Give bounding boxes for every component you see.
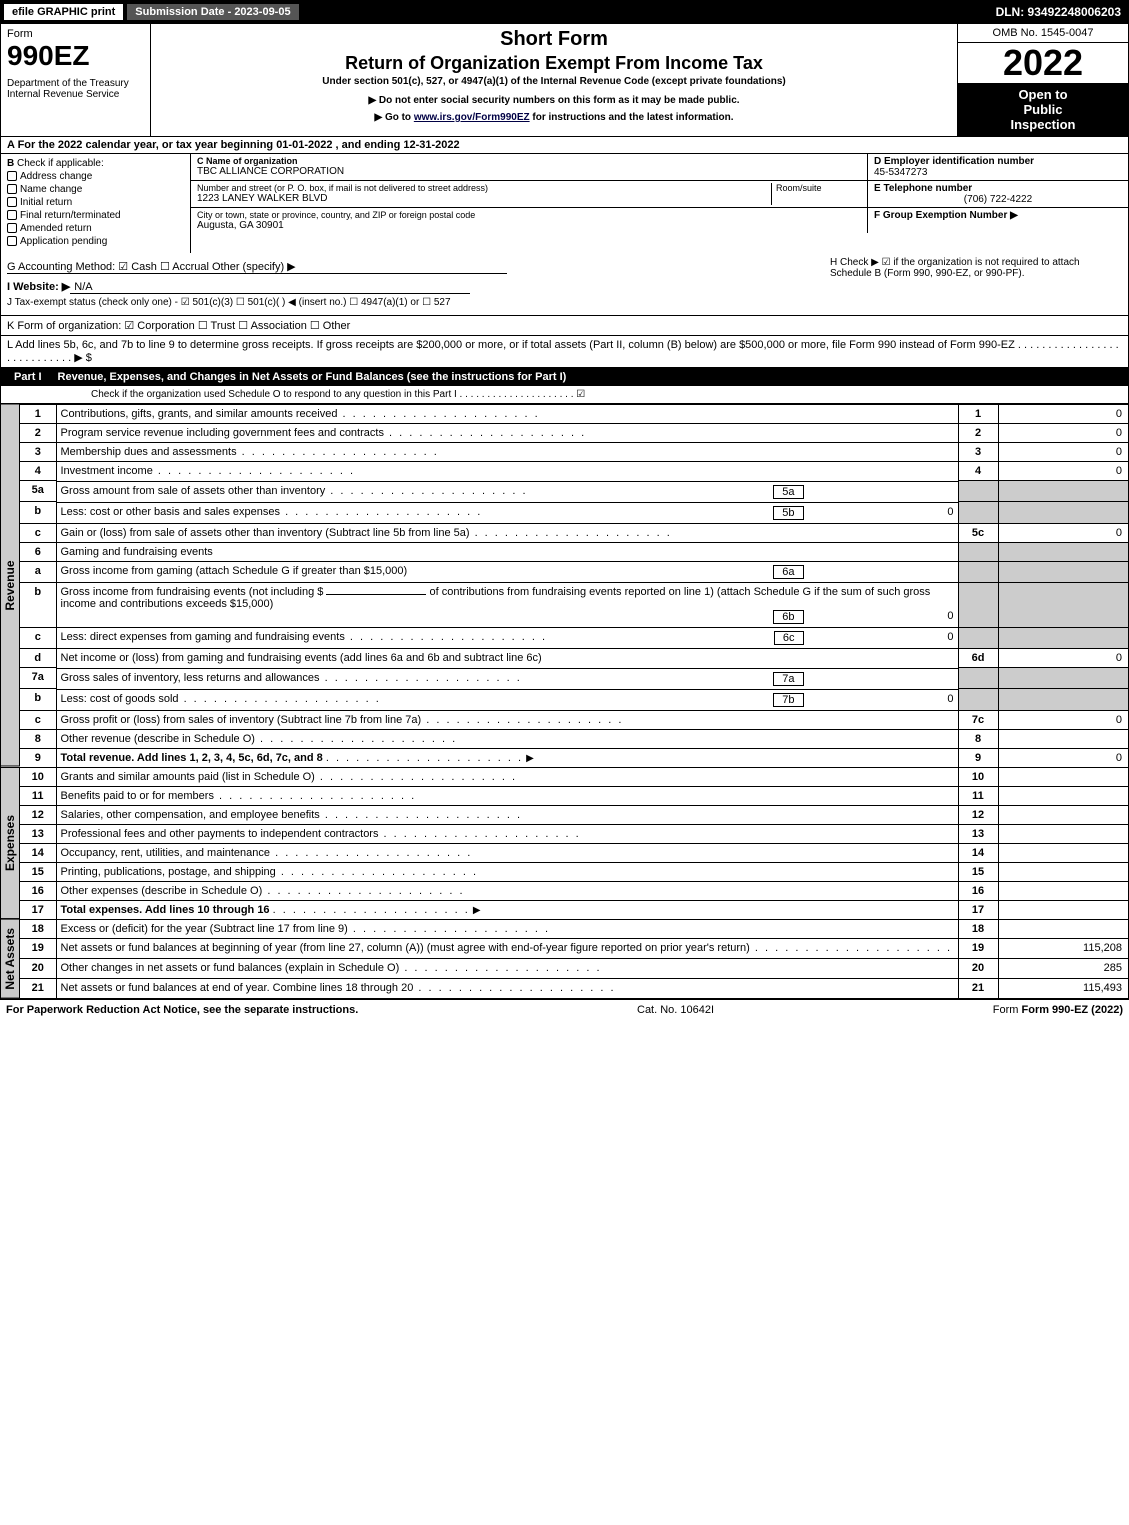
row-7b: bLess: cost of goods sold7b0 xyxy=(20,689,1128,711)
row-20: 20Other changes in net assets or fund ba… xyxy=(20,959,1128,979)
check-name-change[interactable]: Name change xyxy=(7,184,184,195)
row-18: 18Excess or (deficit) for the year (Subt… xyxy=(20,919,1128,939)
revenue-tab: Revenue xyxy=(1,404,20,767)
expenses-tab: Expenses xyxy=(1,767,20,919)
row-4: 4Investment income40 xyxy=(20,462,1128,481)
b-text: Check if applicable: xyxy=(17,158,104,169)
form-footer-label: Form Form 990-EZ (2022) xyxy=(993,1004,1123,1016)
row-5c: cGain or (loss) from sale of assets othe… xyxy=(20,523,1128,542)
row-6a: aGross income from gaming (attach Schedu… xyxy=(20,561,1128,583)
paperwork-notice: For Paperwork Reduction Act Notice, see … xyxy=(6,1004,358,1016)
c-label: C Name of organization xyxy=(197,156,298,166)
row-19: 19Net assets or fund balances at beginni… xyxy=(20,939,1128,959)
part-1-header: Part I Revenue, Expenses, and Changes in… xyxy=(0,368,1129,386)
dln-label: DLN: 93492248006203 xyxy=(996,5,1125,19)
row-9: 9Total revenue. Add lines 1, 2, 3, 4, 5c… xyxy=(20,748,1128,767)
b-letter: B xyxy=(7,158,14,169)
subtitle: Under section 501(c), 527, or 4947(a)(1)… xyxy=(155,76,953,87)
net-assets-tab: Net Assets xyxy=(1,919,20,999)
row-8: 8Other revenue (describe in Schedule O)8 xyxy=(20,729,1128,748)
part-1-title: Revenue, Expenses, and Changes in Net As… xyxy=(58,371,1123,383)
form-number: 990EZ xyxy=(7,40,144,72)
form-word: Form xyxy=(7,28,144,40)
website-value: N/A xyxy=(70,281,470,294)
efile-print-button[interactable]: efile GRAPHIC print xyxy=(4,4,123,20)
line-l-gross-receipts: L Add lines 5b, 6c, and 7b to line 9 to … xyxy=(0,336,1129,368)
telephone-value: (706) 722-4222 xyxy=(874,194,1122,205)
open-to-public: Open to Public Inspection xyxy=(958,83,1128,136)
org-name: TBC ALLIANCE CORPORATION xyxy=(197,166,861,177)
irs-link[interactable]: www.irs.gov/Form990EZ xyxy=(414,112,530,123)
row-16: 16Other expenses (describe in Schedule O… xyxy=(20,881,1128,900)
row-5b: bLess: cost or other basis and sales exp… xyxy=(20,502,1128,524)
row-12: 12Salaries, other compensation, and empl… xyxy=(20,805,1128,824)
section-ghij: G Accounting Method: ☑ Cash ☐ Accrual Ot… xyxy=(0,253,1129,316)
line-h-schedule-b: H Check ▶ ☑ if the organization is not r… xyxy=(822,257,1122,311)
line-k-form-org: K Form of organization: ☑ Corporation ☐ … xyxy=(0,316,1129,336)
row-17: 17Total expenses. Add lines 10 through 1… xyxy=(20,900,1128,919)
row-6b: bGross income from fundraising events (n… xyxy=(20,583,1128,628)
instructions-line: ▶ Go to www.irs.gov/Form990EZ for instru… xyxy=(155,112,953,123)
city-label: City or town, state or province, country… xyxy=(197,210,861,220)
row-6d: dNet income or (loss) from gaming and fu… xyxy=(20,649,1128,668)
open-line2: Public xyxy=(962,102,1124,117)
ssn-warning: ▶ Do not enter social security numbers o… xyxy=(155,95,953,106)
revenue-section: Revenue 1Contributions, gifts, grants, a… xyxy=(0,404,1129,767)
check-address-change[interactable]: Address change xyxy=(7,171,184,182)
title-short-form: Short Form xyxy=(155,28,953,51)
department-label: Department of the Treasury Internal Reve… xyxy=(7,78,144,100)
expenses-section: Expenses 10Grants and similar amounts pa… xyxy=(0,767,1129,919)
row-14: 14Occupancy, rent, utilities, and mainte… xyxy=(20,843,1128,862)
room-suite-label: Room/suite xyxy=(771,183,861,205)
row-7a: 7aGross sales of inventory, less returns… xyxy=(20,668,1128,689)
row-11: 11Benefits paid to or for members11 xyxy=(20,786,1128,805)
open-line1: Open to xyxy=(962,87,1124,102)
check-amended-return[interactable]: Amended return xyxy=(7,223,184,234)
instr-suffix: for instructions and the latest informat… xyxy=(530,112,734,123)
row-6c: cLess: direct expenses from gaming and f… xyxy=(20,627,1128,649)
part-1-check-line: Check if the organization used Schedule … xyxy=(0,386,1129,404)
part-1-label: Part I xyxy=(6,371,50,383)
net-assets-section: Net Assets 18Excess or (deficit) for the… xyxy=(0,919,1129,1000)
top-bar: efile GRAPHIC print Submission Date - 20… xyxy=(0,0,1129,24)
d-label: D Employer identification number xyxy=(874,156,1034,167)
street-address: 1223 LANEY WALKER BLVD xyxy=(197,193,771,204)
ein-value: 45-5347273 xyxy=(874,167,927,178)
i-label: I Website: ▶ xyxy=(7,281,70,293)
row-5a: 5aGross amount from sale of assets other… xyxy=(20,481,1128,502)
check-application-pending[interactable]: Application pending xyxy=(7,236,184,247)
check-final-return[interactable]: Final return/terminated xyxy=(7,210,184,221)
title-return: Return of Organization Exempt From Incom… xyxy=(155,53,953,74)
row-21: 21Net assets or fund balances at end of … xyxy=(20,979,1128,998)
cat-number: Cat. No. 10642I xyxy=(637,1004,714,1016)
row-3: 3Membership dues and assessments30 xyxy=(20,443,1128,462)
f-label: F Group Exemption Number ▶ xyxy=(874,210,1018,221)
city-state-zip: Augusta, GA 30901 xyxy=(197,220,861,231)
section-b-cd: B Check if applicable: Address change Na… xyxy=(0,154,1129,253)
instr-prefix: ▶ Go to xyxy=(374,112,413,123)
row-1: 1Contributions, gifts, grants, and simil… xyxy=(20,405,1128,424)
omb-number: OMB No. 1545-0047 xyxy=(958,24,1128,43)
tax-year: 2022 xyxy=(958,43,1128,83)
check-initial-return[interactable]: Initial return xyxy=(7,197,184,208)
row-7c: cGross profit or (loss) from sales of in… xyxy=(20,710,1128,729)
form-header: Form 990EZ Department of the Treasury In… xyxy=(0,24,1129,137)
row-6: 6Gaming and fundraising events xyxy=(20,542,1128,561)
row-13: 13Professional fees and other payments t… xyxy=(20,824,1128,843)
row-10: 10Grants and similar amounts paid (list … xyxy=(20,767,1128,786)
e-label: E Telephone number xyxy=(874,183,972,194)
addr-label: Number and street (or P. O. box, if mail… xyxy=(197,183,771,193)
row-2: 2Program service revenue including gover… xyxy=(20,424,1128,443)
line-j-tax-exempt: J Tax-exempt status (check only one) - ☑… xyxy=(7,297,822,308)
page-footer: For Paperwork Reduction Act Notice, see … xyxy=(0,999,1129,1020)
row-15: 15Printing, publications, postage, and s… xyxy=(20,862,1128,881)
row-a-calendar-year: A For the 2022 calendar year, or tax yea… xyxy=(0,137,1129,154)
open-line3: Inspection xyxy=(962,117,1124,132)
line-g-accounting: G Accounting Method: ☑ Cash ☐ Accrual Ot… xyxy=(7,260,507,274)
submission-date-button[interactable]: Submission Date - 2023-09-05 xyxy=(127,4,298,20)
